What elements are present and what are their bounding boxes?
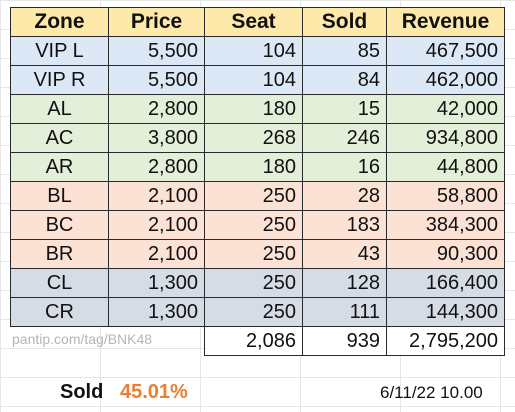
header-revenue[interactable]: Revenue bbox=[386, 7, 505, 37]
cell-price[interactable]: 5,500 bbox=[108, 65, 205, 95]
cell-zone[interactable]: BC bbox=[10, 210, 109, 240]
cell-zone[interactable]: AL bbox=[10, 94, 109, 124]
cell-revenue[interactable]: 42,000 bbox=[386, 94, 505, 124]
cell-seat[interactable]: 250 bbox=[204, 239, 303, 269]
cell-zone[interactable]: CR bbox=[10, 297, 109, 327]
cell-zone[interactable]: BR bbox=[10, 239, 109, 269]
cell-sold[interactable]: 111 bbox=[302, 297, 387, 327]
cell-price[interactable]: 2,800 bbox=[108, 94, 205, 124]
sold-label[interactable]: Sold bbox=[60, 381, 104, 403]
cell-revenue[interactable]: 467,500 bbox=[386, 36, 505, 66]
header-seat[interactable]: Seat bbox=[204, 7, 303, 37]
cell-sold[interactable]: 28 bbox=[302, 181, 387, 211]
cell-revenue[interactable]: 44,800 bbox=[386, 152, 505, 182]
cell-revenue[interactable]: 58,800 bbox=[386, 181, 505, 211]
table-row: BL 2,100 250 28 58,800 bbox=[10, 181, 505, 211]
cell-sold[interactable]: 183 bbox=[302, 210, 387, 240]
header-sold[interactable]: Sold bbox=[302, 7, 387, 37]
cell-price[interactable]: 1,300 bbox=[108, 268, 205, 298]
cell-seat[interactable]: 250 bbox=[204, 268, 303, 298]
cell-price[interactable]: 2,100 bbox=[108, 239, 205, 269]
cell-revenue[interactable]: 934,800 bbox=[386, 123, 505, 153]
cell-seat[interactable]: 104 bbox=[204, 65, 303, 95]
cell-sold[interactable]: 16 bbox=[302, 152, 387, 182]
source-watermark: pantip.com/tag/BNK48 bbox=[12, 331, 153, 347]
total-sold[interactable]: 939 bbox=[302, 326, 387, 356]
total-seat[interactable]: 2,086 bbox=[204, 326, 303, 356]
cell-zone[interactable]: AR bbox=[10, 152, 109, 182]
cell-price[interactable]: 1,300 bbox=[108, 297, 205, 327]
cell-price[interactable]: 2,100 bbox=[108, 181, 205, 211]
cell-sold[interactable]: 246 bbox=[302, 123, 387, 153]
table-row: VIP L 5,500 104 85 467,500 bbox=[10, 36, 505, 66]
totals-row: 2,086 939 2,795,200 bbox=[11, 326, 505, 356]
cell-price[interactable]: 2,800 bbox=[108, 152, 205, 182]
cell-price[interactable]: 3,800 bbox=[108, 123, 205, 153]
cell-price[interactable]: 5,500 bbox=[108, 36, 205, 66]
ticket-sales-table: Zone Price Seat Sold Revenue VIP L 5,500… bbox=[10, 7, 505, 356]
total-revenue[interactable]: 2,795,200 bbox=[386, 326, 505, 356]
table-row: CR 1,300 250 111 144,300 bbox=[10, 297, 505, 327]
cell-sold[interactable]: 85 bbox=[302, 36, 387, 66]
cell-revenue[interactable]: 144,300 bbox=[386, 297, 505, 327]
table-row: AC 3,800 268 246 934,800 bbox=[10, 123, 505, 153]
timestamp[interactable]: 6/11/22 10.00 bbox=[380, 383, 483, 402]
header-row: Zone Price Seat Sold Revenue bbox=[10, 7, 505, 37]
cell-sold[interactable]: 43 bbox=[302, 239, 387, 269]
cell-sold[interactable]: 84 bbox=[302, 65, 387, 95]
cell-revenue[interactable]: 384,300 bbox=[386, 210, 505, 240]
cell-seat[interactable]: 180 bbox=[204, 152, 303, 182]
cell-zone[interactable]: VIP R bbox=[10, 65, 109, 95]
cell-zone[interactable]: AC bbox=[10, 123, 109, 153]
cell-seat[interactable]: 250 bbox=[204, 210, 303, 240]
sold-percent[interactable]: 45.01% bbox=[120, 381, 188, 403]
table-row: AL 2,800 180 15 42,000 bbox=[10, 94, 505, 124]
cell-revenue[interactable]: 166,400 bbox=[386, 268, 505, 298]
cell-zone[interactable]: CL bbox=[10, 268, 109, 298]
cell-price[interactable]: 2,100 bbox=[108, 210, 205, 240]
table-row: AR 2,800 180 16 44,800 bbox=[10, 152, 505, 182]
cell-seat[interactable]: 180 bbox=[204, 94, 303, 124]
cell-sold[interactable]: 128 bbox=[302, 268, 387, 298]
cell-zone[interactable]: VIP L bbox=[10, 36, 109, 66]
table-row: CL 1,300 250 128 166,400 bbox=[10, 268, 505, 298]
table-row: VIP R 5,500 104 84 462,000 bbox=[10, 65, 505, 95]
cell-revenue[interactable]: 90,300 bbox=[386, 239, 505, 269]
header-zone[interactable]: Zone bbox=[10, 7, 109, 37]
table-row: BR 2,100 250 43 90,300 bbox=[10, 239, 505, 269]
cell-revenue[interactable]: 462,000 bbox=[386, 65, 505, 95]
cell-seat[interactable]: 104 bbox=[204, 36, 303, 66]
table-row: BC 2,100 250 183 384,300 bbox=[10, 210, 505, 240]
header-price[interactable]: Price bbox=[108, 7, 205, 37]
cell-seat[interactable]: 268 bbox=[204, 123, 303, 153]
cell-seat[interactable]: 250 bbox=[204, 297, 303, 327]
cell-sold[interactable]: 15 bbox=[302, 94, 387, 124]
cell-seat[interactable]: 250 bbox=[204, 181, 303, 211]
cell-zone[interactable]: BL bbox=[10, 181, 109, 211]
